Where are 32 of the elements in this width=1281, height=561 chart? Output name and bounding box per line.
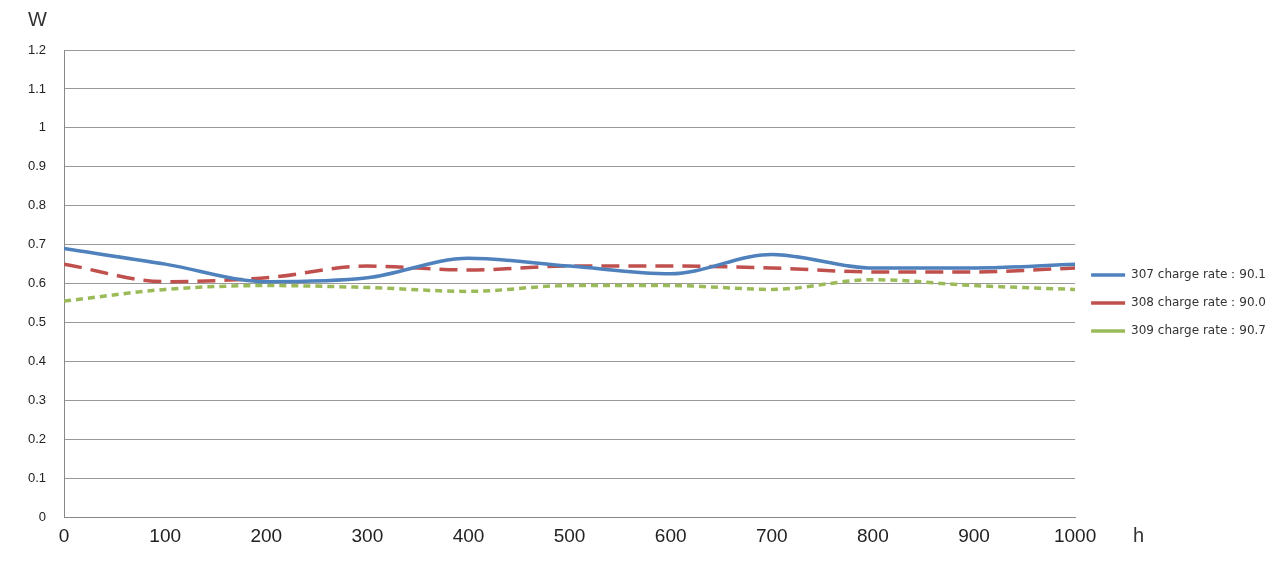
y-tick-label: 0.1 — [27, 469, 47, 485]
legend-label: 308 charge rate：90.0 — [1131, 295, 1266, 310]
legend-label: 309 charge rate：90.7 — [1131, 323, 1266, 338]
y-tick-label: 1 — [38, 119, 47, 135]
y-tick-label: 0.9 — [27, 158, 47, 174]
x-tick-label: 500 — [553, 524, 586, 546]
y-tick-label: 0.6 — [27, 275, 47, 291]
y-tick-label: 0.3 — [27, 391, 47, 407]
x-tick-label: 0 — [58, 524, 70, 546]
y-axis-title: W — [28, 7, 47, 30]
x-tick-label: 400 — [452, 524, 485, 546]
x-tick-label: 900 — [958, 524, 990, 546]
y-tick-label: 1.2 — [27, 41, 47, 57]
y-tick-label: 0 — [38, 508, 47, 524]
y-tick-label: 0.7 — [27, 236, 47, 252]
y-tick-label: 0.5 — [27, 314, 47, 330]
line-series — [64, 277, 1076, 303]
legend-label: 307 charge rate：90.1 — [1131, 267, 1266, 282]
y-tick-label: 0.4 — [27, 353, 47, 369]
x-tick-label: 700 — [755, 524, 788, 546]
x-tick-label: 600 — [654, 524, 687, 546]
y-tick-label: 0.2 — [27, 430, 47, 446]
y-tick-label: 0.8 — [27, 197, 47, 213]
line-series — [64, 246, 1076, 284]
y-tick-label: 1.1 — [27, 80, 47, 96]
line-series — [64, 262, 1076, 284]
x-tick-label: 300 — [351, 524, 384, 546]
x-axis-title: h — [1133, 523, 1145, 546]
x-tick-label: 200 — [250, 524, 283, 546]
x-tick-label: 1000 — [1053, 524, 1097, 546]
x-tick-label: 100 — [149, 524, 182, 546]
x-tick-label: 800 — [857, 524, 889, 546]
